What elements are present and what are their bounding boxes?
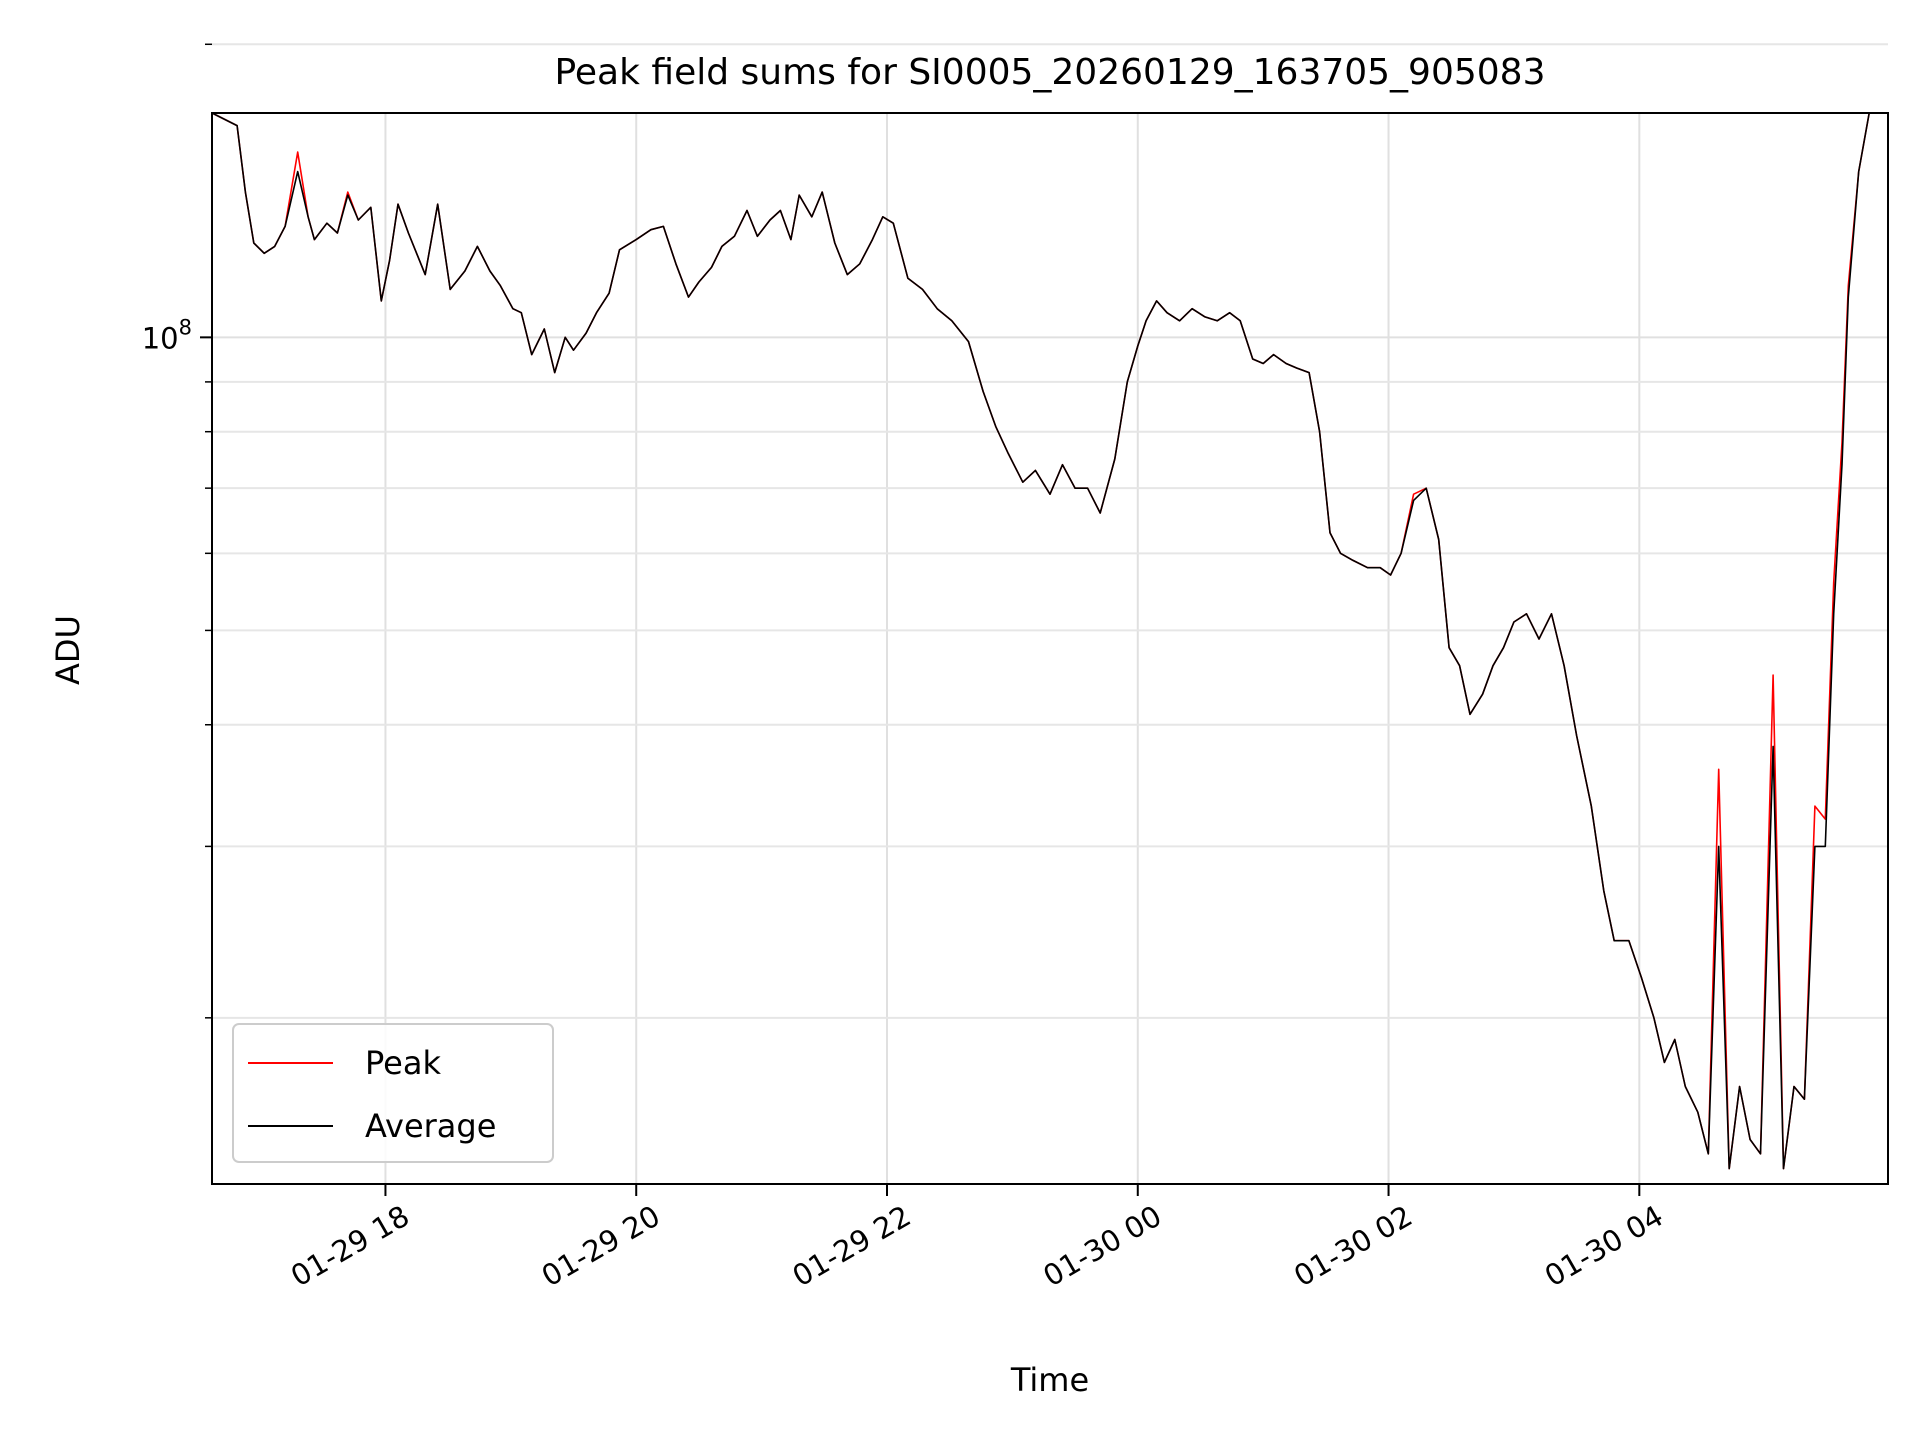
y-axis-label: ADU (49, 615, 87, 685)
chart-title: Peak field sums for SI0005_20260129_1637… (554, 52, 1545, 93)
y-axis: 108 (142, 43, 212, 1019)
gridlines (212, 43, 1888, 1184)
x-axis-label: Time (1010, 1361, 1089, 1399)
plot-area (211, 112, 1870, 1170)
series-line-average (211, 112, 1870, 1170)
y-tick-label: 108 (142, 315, 192, 355)
legend-label-peak: Peak (365, 1044, 441, 1082)
axes-frame (211, 112, 1889, 1185)
legend: Peak Average (232, 1023, 554, 1163)
legend-box (232, 1023, 554, 1163)
legend-label-average: Average (365, 1107, 496, 1145)
